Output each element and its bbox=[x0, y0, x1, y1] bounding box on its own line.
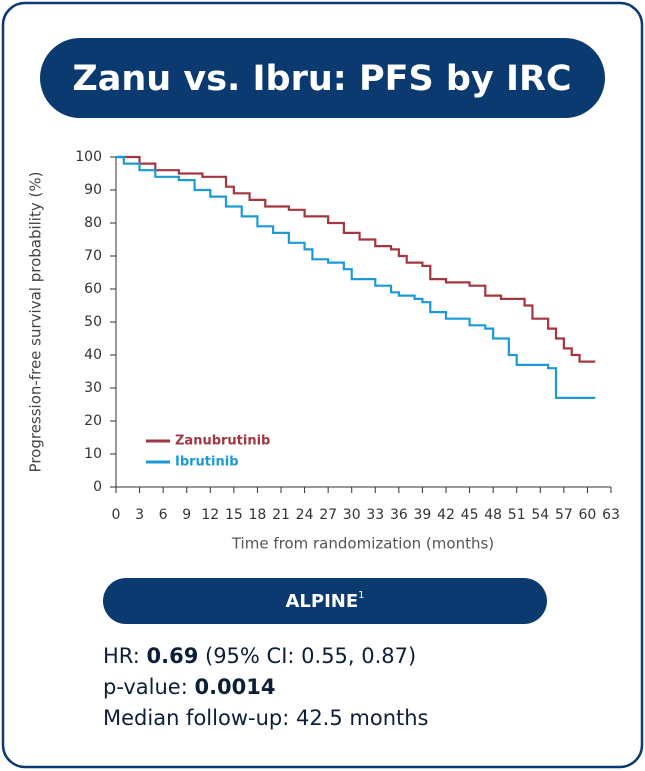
y-tick-label: 10 bbox=[84, 446, 102, 462]
y-tick-label: 30 bbox=[84, 380, 102, 396]
x-tick-label: 18 bbox=[249, 507, 267, 523]
chart-title: Zanu vs. Ibru: PFS by IRC bbox=[72, 59, 571, 99]
x-tick-label: 15 bbox=[225, 507, 243, 523]
x-tick-label: 45 bbox=[461, 507, 479, 523]
x-tick-label: 0 bbox=[112, 507, 121, 523]
x-tick-label: 36 bbox=[390, 507, 408, 523]
study-ref: 1 bbox=[358, 590, 364, 601]
x-tick-label: 63 bbox=[602, 507, 620, 523]
title-pill bbox=[40, 38, 605, 118]
x-tick-label: 30 bbox=[343, 507, 361, 523]
y-tick-label: 70 bbox=[84, 248, 102, 264]
x-tick-label: 9 bbox=[182, 507, 191, 523]
stats: HR: 0.69 (95% CI: 0.55, 0.87)p-value: 0.… bbox=[103, 644, 429, 730]
y-tick-label: 60 bbox=[84, 281, 102, 297]
x-tick-label: 12 bbox=[201, 507, 219, 523]
y-axis-label: Progression-free survival probability (%… bbox=[27, 172, 45, 473]
x-axis-label: Time from randomization (months) bbox=[231, 535, 494, 553]
study-pill bbox=[103, 578, 547, 624]
survival-curve bbox=[116, 155, 596, 399]
stat-line: HR: 0.69 (95% CI: 0.55, 0.87) bbox=[103, 644, 416, 668]
stat-text: (95% CI: 0.55, 0.87) bbox=[198, 644, 416, 668]
y-tick-label: 80 bbox=[84, 215, 102, 231]
x-tick-label: 39 bbox=[414, 507, 432, 523]
legend-label: Ibrutinib bbox=[175, 455, 239, 470]
x-tick-label: 60 bbox=[579, 507, 597, 523]
stat-text: 0.0014 bbox=[194, 675, 275, 699]
x-tick-label: 54 bbox=[531, 507, 549, 523]
x-tick-label: 3 bbox=[135, 507, 144, 523]
stat-line: Median follow-up: 42.5 months bbox=[103, 706, 429, 730]
stat-text: p-value: bbox=[103, 675, 194, 699]
survival-curve bbox=[116, 155, 596, 363]
x-tick-label: 33 bbox=[366, 507, 384, 523]
study-label: ALPINE1 bbox=[285, 590, 364, 612]
x-tick-label: 51 bbox=[508, 507, 526, 523]
y-tick-label: 20 bbox=[84, 413, 102, 429]
y-tick-label: 100 bbox=[75, 149, 102, 165]
y-tick-label: 90 bbox=[84, 182, 102, 198]
y-tick-label: 0 bbox=[93, 479, 102, 495]
y-tick-label: 50 bbox=[84, 314, 102, 330]
y-tick-label: 40 bbox=[84, 347, 102, 363]
x-tick-label: 27 bbox=[319, 507, 337, 523]
x-tick-label: 42 bbox=[437, 507, 455, 523]
stat-text: Median follow-up: 42.5 months bbox=[103, 706, 429, 730]
x-tick-label: 24 bbox=[296, 507, 314, 523]
legend-label: Zanubrutinib bbox=[175, 434, 270, 449]
x-tick-label: 6 bbox=[159, 507, 168, 523]
study-name: ALPINE bbox=[285, 591, 358, 612]
x-tick-label: 21 bbox=[272, 507, 290, 523]
stat-text: 0.69 bbox=[147, 644, 199, 668]
stat-line: p-value: 0.0014 bbox=[103, 675, 276, 699]
x-tick-label: 48 bbox=[484, 507, 502, 523]
x-tick-label: 57 bbox=[555, 507, 573, 523]
stat-text: HR: bbox=[103, 644, 147, 668]
